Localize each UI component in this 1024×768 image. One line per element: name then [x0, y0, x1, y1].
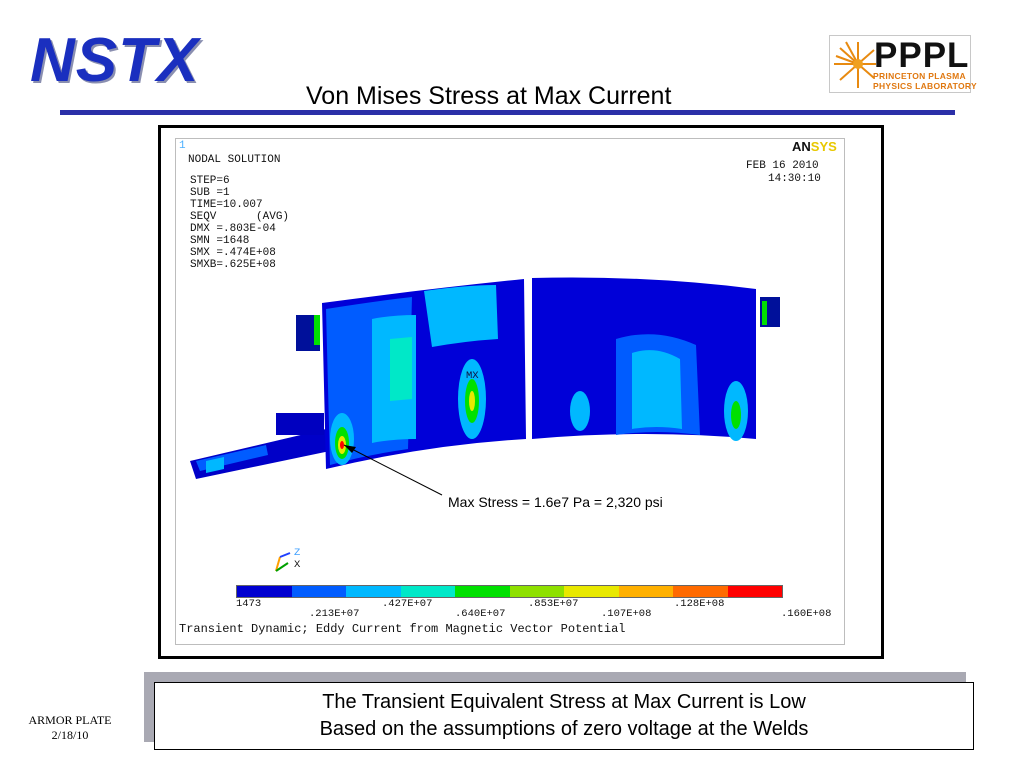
legend-label-bottom-3: .160E+08: [781, 608, 832, 620]
stress-contour-model: [190, 277, 780, 572]
legend-band-4: [455, 586, 510, 597]
solution-line-2: SUB =1: [190, 187, 230, 199]
conclusion-line2: Based on the assumptions of zero voltage…: [319, 718, 809, 740]
triad-z: Z: [294, 547, 301, 559]
slide-title: Von Mises Stress at Max Current: [306, 82, 672, 110]
legend-label-top-3: .128E+08: [674, 598, 725, 610]
plot-time: 14:30:10: [768, 173, 821, 185]
pppl-line1: PRINCETON PLASMA: [873, 71, 966, 81]
ansys-brand: ANSYS: [792, 139, 837, 154]
solution-line-3: TIME=10.007: [190, 199, 263, 211]
legend-band-9: [727, 586, 782, 597]
plot-date: FEB 16 2010: [746, 160, 819, 172]
legend-label-top-0: 1473: [236, 598, 262, 610]
contour-legend-bar: [236, 585, 783, 598]
legend-label-top-2: .853E+07: [528, 598, 579, 610]
solution-line-7: SMX =.474E+08: [190, 247, 276, 259]
conclusion-line1: The Transient Equivalent Stress at Max C…: [322, 691, 806, 713]
solution-line-6: SMN =1648: [190, 235, 250, 247]
pppl-logo: PPPL PRINCETON PLASMA PHYSICS LABORATORY: [829, 35, 977, 93]
ansys-plot-window: 1 NODAL SOLUTION STEP=6 SUB =1 TIME=10.0…: [175, 138, 845, 645]
footer-line1: ARMOR PLATE: [28, 713, 112, 727]
plot-caption: Transient Dynamic; Eddy Current from Mag…: [179, 622, 626, 636]
title-underline: [60, 110, 955, 115]
legend-band-2: [346, 586, 401, 597]
legend-band-8: [673, 586, 728, 597]
legend-band-5: [509, 586, 564, 597]
nstx-logo: NSTX: [30, 26, 200, 95]
legend-band-1: [291, 586, 346, 597]
max-stress-annotation: Max Stress = 1.6e7 Pa = 2,320 psi: [448, 494, 663, 510]
solution-line-4: SEQV (AVG): [190, 211, 290, 223]
footer: ARMOR PLATE 2/18/10: [16, 713, 124, 743]
footer-line2: 2/18/10: [51, 728, 89, 742]
max-marker: MX: [466, 370, 479, 382]
solution-line-1: STEP=6: [190, 175, 230, 187]
legend-band-0: [237, 586, 292, 597]
solution-line-0: NODAL SOLUTION: [188, 154, 281, 166]
pppl-wordmark: PPPL: [874, 36, 970, 75]
legend-label-bottom-1: .640E+07: [455, 608, 506, 620]
solution-line-5: DMX =.803E-04: [190, 223, 276, 235]
legend-band-7: [618, 586, 673, 597]
conclusion-box: The Transient Equivalent Stress at Max C…: [154, 682, 974, 750]
solution-line-8: SMXB=.625E+08: [190, 259, 276, 271]
legend-label-top-1: .427E+07: [382, 598, 433, 610]
window-number: 1: [179, 140, 186, 152]
legend-band-3: [400, 586, 455, 597]
sunburst-icon: [834, 41, 876, 88]
legend-label-bottom-2: .107E+08: [601, 608, 652, 620]
legend-label-bottom-0: .213E+07: [309, 608, 360, 620]
pppl-line2: PHYSICS LABORATORY: [873, 81, 977, 91]
triad-x: X: [294, 559, 301, 571]
legend-band-6: [564, 586, 619, 597]
